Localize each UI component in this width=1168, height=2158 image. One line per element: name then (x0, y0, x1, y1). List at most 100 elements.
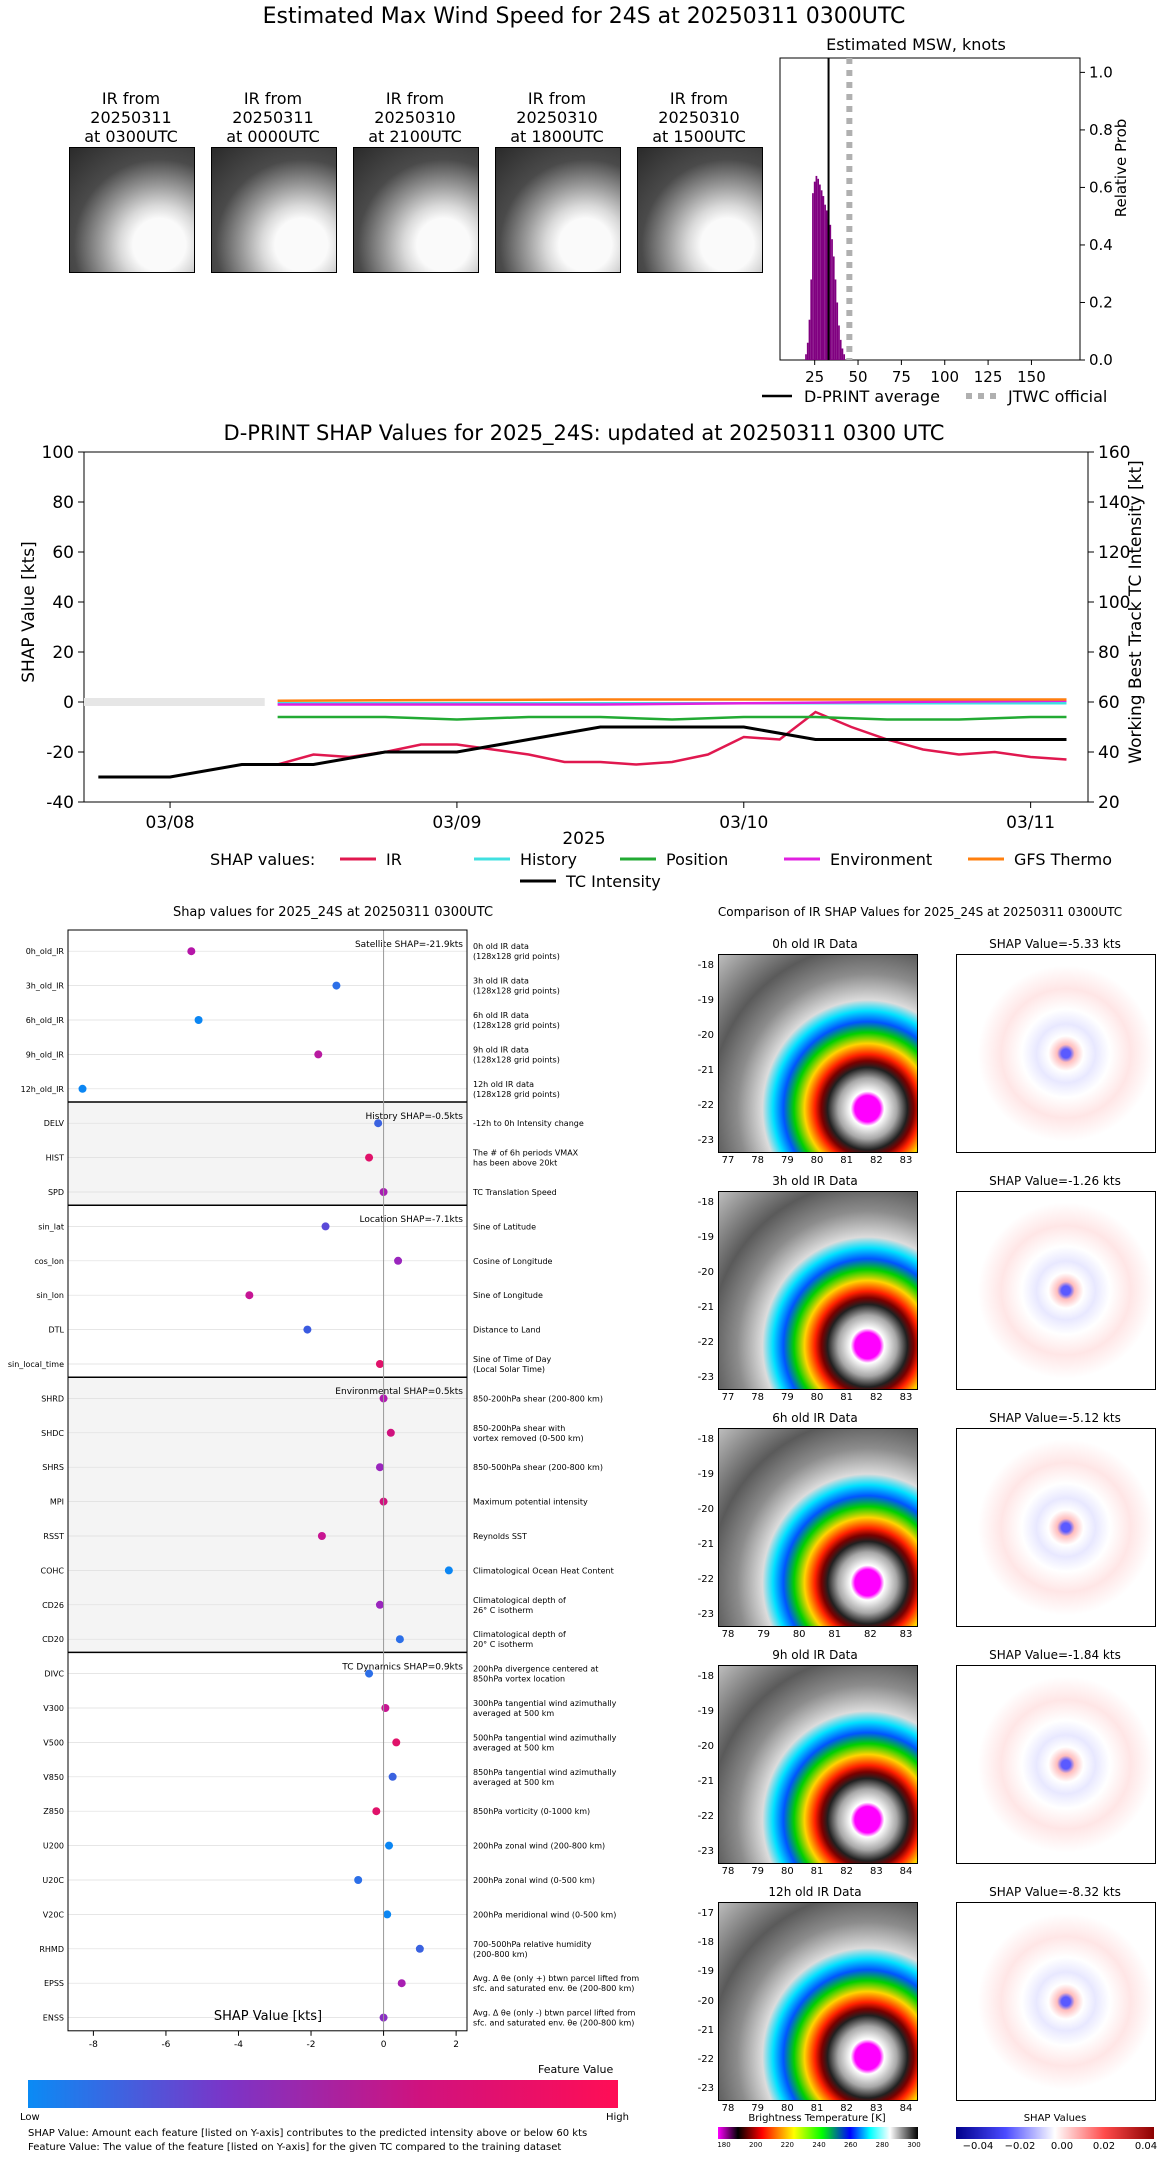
feature-name: SHRD (41, 1394, 64, 1403)
feature-shap-point (78, 1084, 87, 1093)
ts-series-ir (277, 710, 1067, 766)
feature-shap-point (317, 1532, 326, 1540)
ts-ytick-label: -20 (46, 743, 74, 763)
feature-shap-point (385, 1841, 394, 1850)
feature-description: Climatological Ocean Heat Content (473, 1566, 614, 1575)
ir-ytick-label: -18 (697, 960, 714, 971)
ir-xtick-label: 83 (899, 1629, 913, 1640)
feature-description: 850hPa vorticity (0-1000 km) (473, 1807, 590, 1816)
feature-shap-point (386, 1428, 395, 1437)
group-band (68, 1377, 467, 1653)
bt-tick-label: 220 (780, 2141, 795, 2149)
ir-panel-image (718, 1902, 918, 2101)
bt-tick-label: 180 (717, 2141, 731, 2149)
ir-ytick-label: -21 (697, 1776, 714, 1787)
msw-histogram-bar (834, 279, 837, 360)
ir-ytick-label: -21 (697, 1302, 714, 1313)
feature-name: DIVC (44, 1670, 64, 1679)
msw-histogram-bar (813, 181, 816, 360)
feature-description: Avg. Δ θe (only -) btwn parcel lifted fr… (473, 2009, 636, 2018)
msw-xtick-label: 100 (930, 368, 959, 386)
ts-ytick-right-label: 100 (1098, 593, 1130, 613)
feature-name: sin_local_time (8, 1360, 64, 1369)
ir-panel-title: 0h old IR Data (772, 937, 858, 951)
group-shap-label: Environmental SHAP=0.5kts (335, 1387, 463, 1397)
feature-name: U20C (42, 1876, 64, 1885)
legend-label: GFS Thermo (1014, 850, 1112, 869)
msw-histogram-bar (812, 193, 814, 360)
feature-description: Sine of Longitude (473, 1291, 543, 1300)
feature-name: V500 (43, 1738, 64, 1747)
msw-xtick-label: 50 (848, 368, 867, 386)
feature-shap-point (375, 1600, 384, 1609)
ir-xtick-label: 81 (840, 1155, 854, 1166)
msw-histogram-bar (843, 354, 846, 360)
ir-ytick-label: -23 (697, 1609, 714, 1620)
feature-description: Avg. Δ θe (only +) btwn parcel lifted fr… (473, 1974, 639, 1983)
feature-description: TC Translation Speed (472, 1188, 557, 1197)
msw-xtick-label: 150 (1017, 368, 1046, 386)
shap-tick-label: 0.00 (1050, 2141, 1074, 2152)
ir-ytick-label: -20 (697, 1267, 714, 1278)
ir-xtick-label: 81 (828, 1629, 842, 1640)
ir-xtick-label: 82 (869, 1155, 883, 1166)
feature-name: 12h_old_IR (21, 1085, 65, 1094)
feature-name: ENSS (43, 2014, 64, 2023)
footnote-shap: SHAP Value: Amount each feature [listed … (28, 2128, 588, 2139)
feature-name: cos_lon (34, 1257, 64, 1266)
feature-name: SPD (48, 1188, 64, 1197)
ir-xtick-label: 80 (792, 1629, 806, 1640)
ir-ytick-label: -22 (697, 1337, 714, 1348)
ir-ytick-label: -18 (697, 1937, 714, 1949)
ir-xtick-label: 77 (721, 1155, 735, 1166)
feature-description: 12h old IR data (473, 1080, 534, 1089)
ir-ytick-label: -17 (697, 1908, 714, 1919)
feature-name: MPI (50, 1498, 64, 1507)
feature-shap-point (381, 1704, 390, 1712)
ir-xtick-label: 84 (899, 2103, 913, 2114)
shap-panel-image (956, 1191, 1156, 1390)
feature-description: Distance to Land (473, 1326, 541, 1335)
ir-xtick-label: 82 (840, 1866, 854, 1877)
feature-description: 850-200hPa shear with (473, 1424, 565, 1433)
ts-ytick-label: 40 (52, 593, 74, 613)
feature-description: Sine of Latitude (473, 1222, 536, 1231)
ir-xtick-label: 80 (780, 1866, 794, 1877)
group-shap-label: Satellite SHAP=-21.9kts (355, 940, 463, 950)
ir-ytick-label: -18 (697, 1434, 714, 1445)
msw-histogram-bar (841, 348, 844, 360)
feature-description: averaged at 500 km (473, 1743, 554, 1752)
shap-panel-image (956, 954, 1156, 1153)
ir-panel-image (718, 954, 918, 1153)
msw-ytick-label: 1.0 (1089, 63, 1113, 81)
feature-name: COHC (41, 1566, 65, 1575)
feature-shap-point (374, 1119, 383, 1128)
ir-thumbnail-caption: IR from 20250311 at 0300UTC (84, 89, 178, 146)
feature-description: 700-500hPa relative humidity (473, 1940, 592, 1949)
feature-description: (128x128 grid points) (473, 952, 560, 961)
feature-xtick-label: -4 (234, 2040, 243, 2050)
legend-label: History (520, 850, 577, 869)
feature-name: 0h_old_IR (26, 947, 65, 956)
feature-shap-point (187, 947, 196, 956)
feature-shap-point (372, 1807, 381, 1816)
ir-xtick-label: 83 (899, 1155, 913, 1166)
ir-ytick-label: -20 (697, 1504, 714, 1515)
feature-description: 850-500hPa shear (200-800 km) (473, 1463, 603, 1472)
bt-tick-label: 260 (843, 2141, 858, 2149)
shap-panel-image (956, 1428, 1156, 1627)
ir-xtick-label: 79 (757, 1629, 770, 1640)
ir-ytick-label: -20 (697, 1030, 714, 1041)
feature-description: -12h to 0h Intensity change (473, 1119, 584, 1128)
feature-plot-frame (67, 929, 468, 2032)
ts-ylabel-right: Working Best Track TC Intensity [kt] (1126, 460, 1146, 764)
feature-name: V300 (43, 1704, 64, 1713)
feature-description: 200hPa divergence centered at (473, 1665, 598, 1674)
ir-ytick-label: -23 (697, 1846, 714, 1857)
ir-ytick-label: -19 (697, 1706, 714, 1717)
feature-name: DELV (44, 1119, 65, 1128)
ir-xtick-label: 84 (899, 1866, 913, 1877)
feature-description: (128x128 grid points) (473, 987, 560, 996)
msw-ytick-label: 0.6 (1089, 178, 1113, 196)
feature-description: The # of 6h periods VMAX (472, 1149, 579, 1158)
